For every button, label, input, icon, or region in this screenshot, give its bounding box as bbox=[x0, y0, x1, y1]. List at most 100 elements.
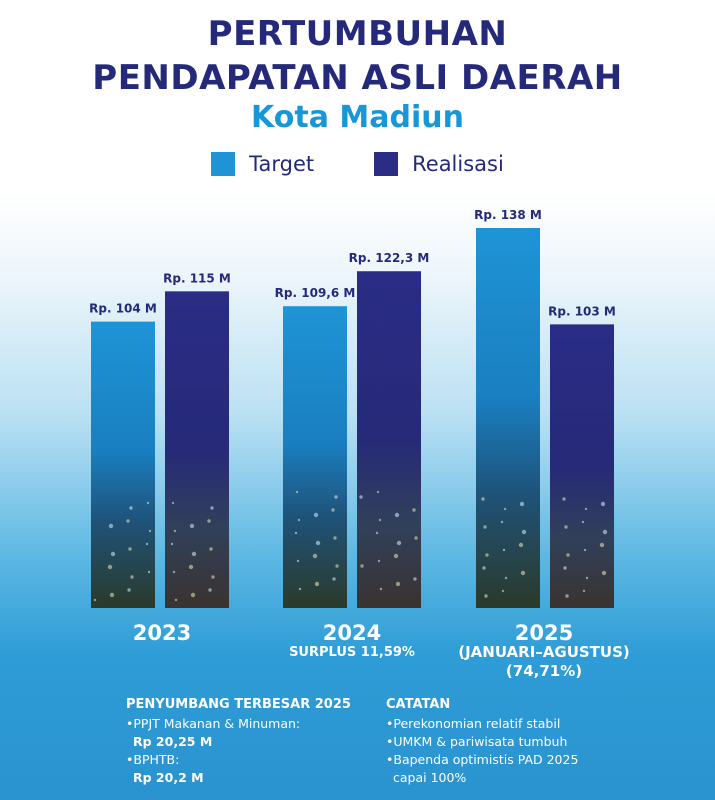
bar-texture-light bbox=[563, 566, 567, 570]
bar-texture-light bbox=[485, 553, 489, 557]
bar-texture-light bbox=[313, 512, 319, 518]
bar-texture-light bbox=[188, 564, 194, 570]
contributor-item-1-value: Rp 20,25 M bbox=[133, 734, 213, 749]
legend-label-target: Target bbox=[249, 152, 315, 176]
contributors-heading: PENYUMBANG TERBESAR 2025 bbox=[126, 697, 351, 712]
bar-texture-light bbox=[335, 564, 339, 568]
bar-texture-light bbox=[378, 518, 382, 522]
data-label-target-2023: Rp. 104 M bbox=[89, 302, 157, 316]
bar-texture-light bbox=[413, 577, 417, 581]
bar-texture-light bbox=[583, 548, 587, 552]
bar-texture-light bbox=[518, 542, 524, 548]
bar-texture-light bbox=[333, 536, 337, 540]
bar-texture-light bbox=[395, 581, 401, 587]
bar-texture-light bbox=[564, 525, 568, 529]
bar-texture-light bbox=[585, 576, 589, 580]
bar-texture-light bbox=[209, 547, 213, 551]
bar-texture-light bbox=[172, 570, 176, 574]
bar-texture-light bbox=[503, 507, 507, 511]
bar-texture-light bbox=[359, 495, 363, 499]
bar-texture-light bbox=[145, 542, 149, 546]
bar-texture-light bbox=[394, 512, 400, 518]
bar-texture-light bbox=[190, 592, 196, 598]
bar-texture-light bbox=[129, 506, 133, 510]
bar-texture-light bbox=[584, 507, 588, 511]
data-label-target-2025: Rp. 138 M bbox=[474, 208, 542, 222]
bar-texture-light bbox=[127, 588, 131, 592]
bar-texture-light bbox=[519, 501, 525, 507]
bar-texture-light bbox=[360, 564, 364, 568]
bar-texture-light bbox=[314, 581, 320, 587]
bar-texture-light bbox=[334, 495, 338, 499]
bar-texture-light bbox=[582, 589, 586, 593]
bar-texture-light bbox=[298, 587, 302, 591]
bar-texture-light bbox=[375, 531, 379, 535]
bar-texture-light bbox=[565, 594, 569, 598]
catatan-item-1: •Perekonomian relatif stabil bbox=[386, 716, 561, 731]
legend-swatch-realisasi bbox=[374, 152, 399, 176]
legend-swatch-target bbox=[211, 152, 236, 176]
bar-texture-light bbox=[500, 520, 504, 524]
catatan-heading: CATATAN bbox=[386, 697, 451, 712]
bar-texture-light bbox=[331, 508, 335, 512]
bar-texture-light bbox=[297, 518, 301, 522]
note-2025-percent: (74,71%) bbox=[505, 662, 583, 680]
bar-texture-light bbox=[414, 536, 418, 540]
bar-texture-light bbox=[130, 575, 134, 579]
bar-texture-light bbox=[210, 506, 214, 510]
bar-texture-light bbox=[562, 497, 566, 501]
bar-texture-light bbox=[148, 529, 152, 533]
contributor-item-1-label: •PPJT Makanan & Minuman: bbox=[126, 716, 301, 731]
contributor-item-2-label: •BPHTB: bbox=[126, 752, 180, 767]
bar-texture-light bbox=[171, 501, 175, 505]
bar-realisasi-2023 bbox=[165, 291, 229, 608]
subtitle: Kota Madiun bbox=[251, 100, 464, 135]
bar-texture-light bbox=[295, 490, 299, 494]
bar-texture-light bbox=[393, 553, 399, 559]
legend-item-realisasi: Realisasi bbox=[374, 152, 504, 176]
bar-texture-light bbox=[481, 497, 485, 501]
bar-texture-light bbox=[501, 589, 505, 593]
bar-texture-light bbox=[312, 553, 318, 559]
legend-label-realisasi: Realisasi bbox=[412, 152, 504, 176]
bar-texture-light bbox=[600, 501, 606, 507]
data-label-realisasi-2025: Rp. 103 M bbox=[548, 304, 616, 318]
bar-texture-light bbox=[294, 531, 298, 535]
bar-texture-light bbox=[147, 570, 151, 574]
bar-texture-light bbox=[599, 542, 605, 548]
data-label-realisasi-2024: Rp. 122,3 M bbox=[349, 251, 430, 265]
bar-texture-light bbox=[379, 587, 383, 591]
bar-texture-light bbox=[296, 559, 300, 563]
category-label-2023: 2023 bbox=[132, 621, 192, 645]
bar-texture-light bbox=[207, 519, 211, 523]
bar-realisasi-2025 bbox=[550, 324, 614, 608]
bar-texture-light bbox=[581, 520, 585, 524]
bar-texture-light bbox=[502, 548, 506, 552]
bar-texture-light bbox=[396, 540, 402, 546]
bar-texture-light bbox=[484, 594, 488, 598]
bar-texture-light bbox=[191, 551, 197, 557]
bar-realisasi-2024 bbox=[357, 271, 421, 608]
legend: Target Realisasi bbox=[0, 152, 715, 176]
title-line-1: PERTUMBUHAN bbox=[207, 14, 508, 54]
bar-texture-light bbox=[520, 570, 526, 576]
bar-texture-light bbox=[110, 551, 116, 557]
bar-texture-light bbox=[315, 540, 321, 546]
bar-texture-light bbox=[376, 490, 380, 494]
bar-texture-light bbox=[377, 559, 381, 563]
bar-texture-light bbox=[109, 592, 115, 598]
bar-texture-light bbox=[602, 529, 608, 535]
bar-texture-light bbox=[211, 575, 215, 579]
bar-texture-light bbox=[170, 542, 174, 546]
bar-texture-light bbox=[208, 588, 212, 592]
catatan-item-3: •Bapenda optimistis PAD 2025 bbox=[386, 752, 579, 767]
bar-texture-light bbox=[412, 508, 416, 512]
bar-texture-light bbox=[93, 598, 97, 602]
catatan-item-2: •UMKM & pariwisata tumbuh bbox=[386, 734, 568, 749]
note-2024-surplus: SURPLUS 11,59% bbox=[289, 645, 415, 660]
bar-texture-light bbox=[601, 570, 607, 576]
bar-texture-light bbox=[521, 529, 527, 535]
bar-texture-light bbox=[174, 598, 178, 602]
bar-target-2025 bbox=[476, 228, 540, 608]
